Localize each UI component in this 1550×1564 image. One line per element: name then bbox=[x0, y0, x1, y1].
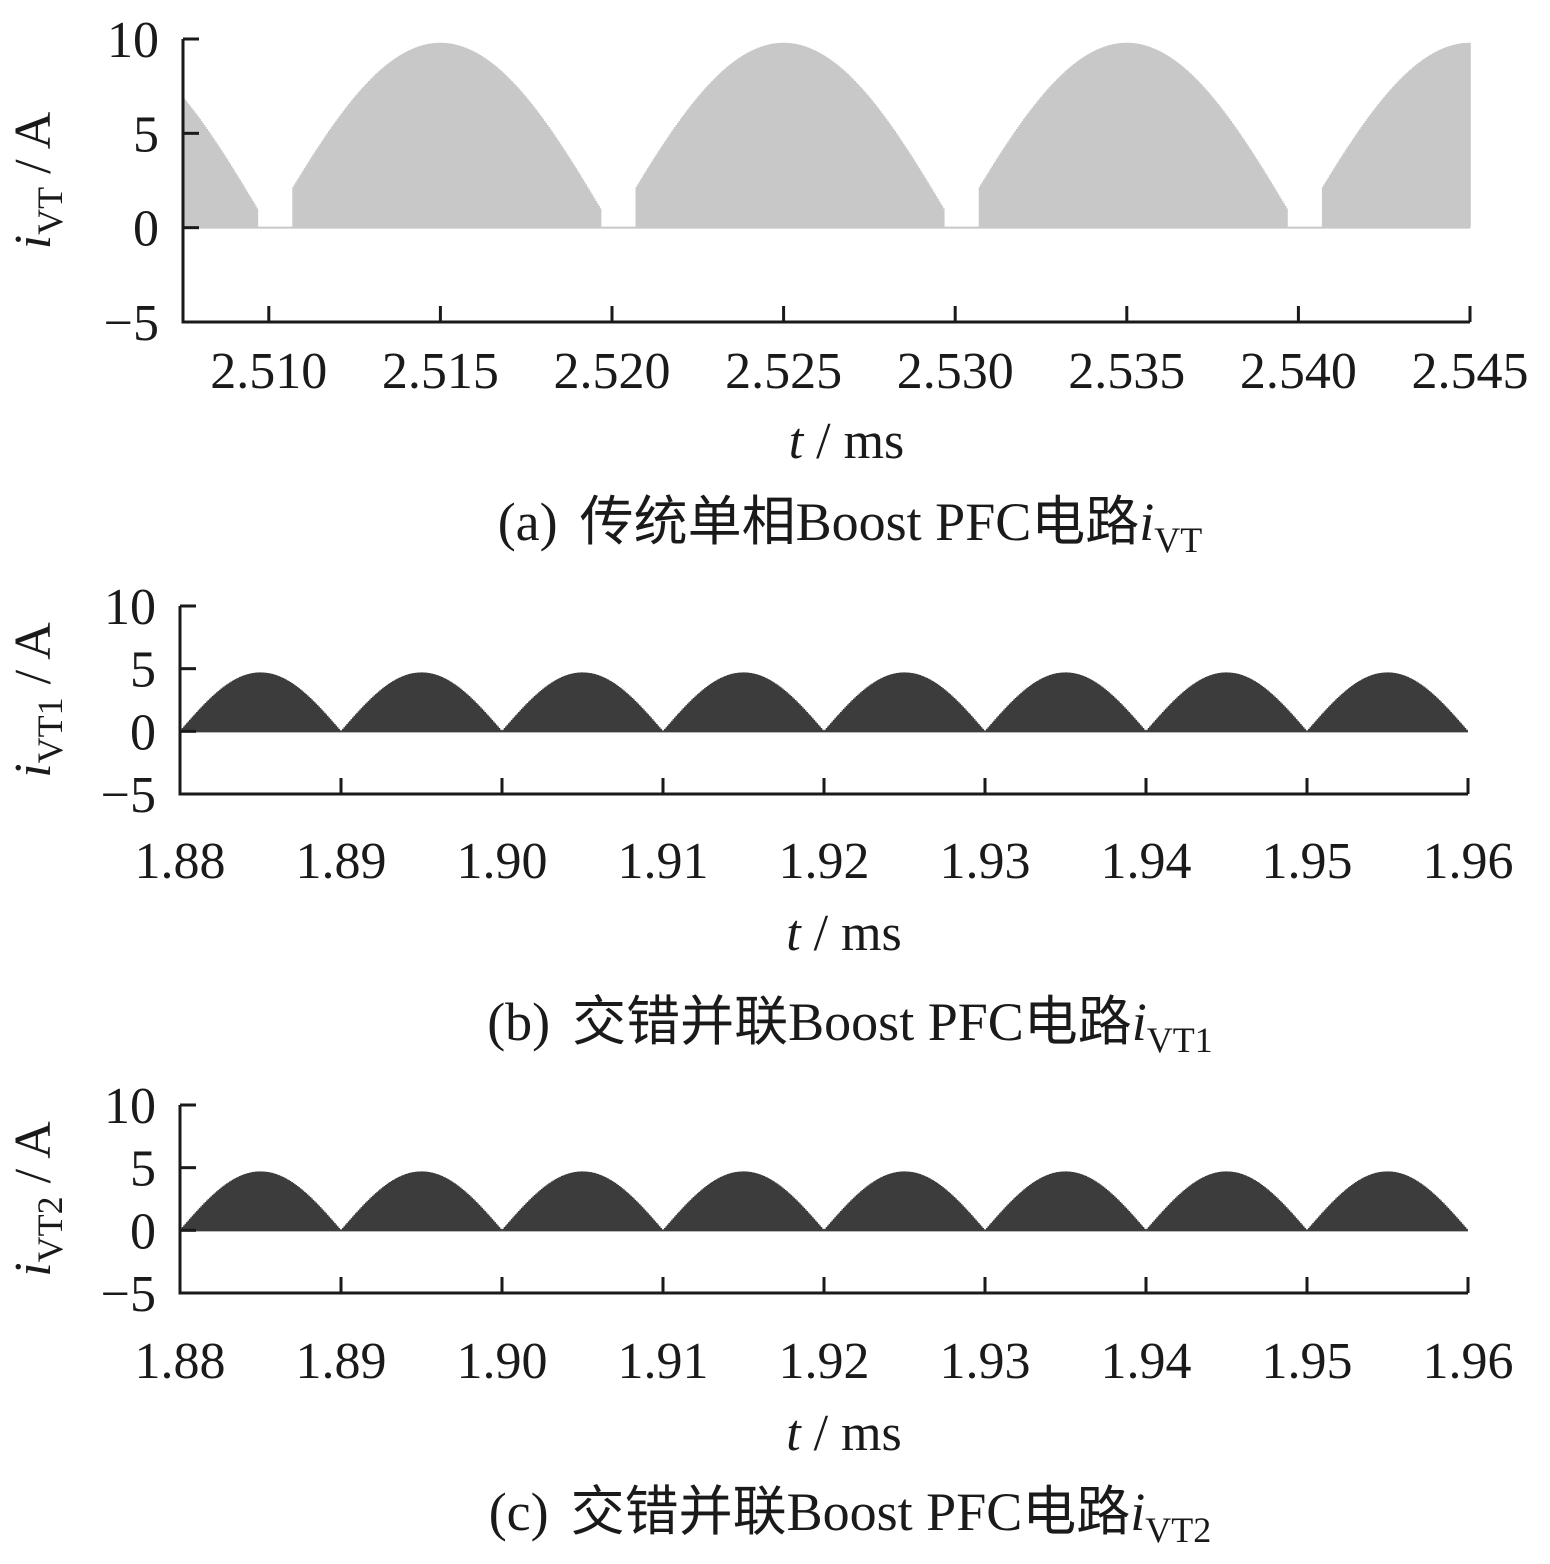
y-tick-label: 0 bbox=[130, 1203, 156, 1260]
y-tick-label: −5 bbox=[104, 295, 159, 352]
panel-caption: (b) 交错并联Boost PFC电路iVT1 bbox=[487, 992, 1213, 1060]
x-tick-label: 2.510 bbox=[210, 343, 327, 400]
x-tick-label: 2.535 bbox=[1068, 343, 1185, 400]
x-tick-label: 1.95 bbox=[1262, 833, 1353, 890]
x-axis-title: t / ms bbox=[789, 413, 905, 470]
x-tick-label: 1.96 bbox=[1423, 833, 1514, 890]
panel-caption: (a) 传统单相Boost PFC电路iVT bbox=[498, 492, 1203, 560]
x-tick-label: 2.520 bbox=[554, 343, 671, 400]
y-tick-label: 5 bbox=[130, 642, 156, 699]
x-tick-label: 1.95 bbox=[1262, 1333, 1353, 1390]
x-tick-label: 1.91 bbox=[618, 833, 709, 890]
x-tick-label: 1.89 bbox=[296, 1333, 387, 1390]
y-tick-label: 10 bbox=[104, 1078, 156, 1135]
x-tick-label: 1.96 bbox=[1423, 1333, 1514, 1390]
x-tick-label: 2.545 bbox=[1412, 343, 1529, 400]
x-tick-label: 1.94 bbox=[1101, 1333, 1192, 1390]
x-axis-title: t / ms bbox=[786, 1405, 902, 1462]
y-tick-label: 10 bbox=[107, 12, 159, 69]
x-tick-label: 1.94 bbox=[1101, 833, 1192, 890]
y-tick-label: 0 bbox=[130, 704, 156, 761]
panel-caption: (c) 交错并联Boost PFC电路iVT2 bbox=[489, 1482, 1212, 1550]
series-waveform bbox=[180, 1171, 1468, 1232]
x-tick-label: 2.540 bbox=[1240, 343, 1357, 400]
y-axis-title: iVT / A bbox=[5, 111, 70, 249]
y-axis-title: iVT1 / A bbox=[5, 622, 70, 778]
x-tick-label: 1.90 bbox=[457, 1333, 548, 1390]
chart-panel-c: −5 05 10 1.88 1.89 1.90 1.91 1.92 1.93 1.94 1.95 1.… bbox=[5, 1078, 1514, 1550]
chart-panel-b: −5 05 10 1.88 1.89 1.90 1.91 1.92 1.93 1.94 1.95 1.… bbox=[5, 579, 1514, 1060]
x-tick-label: 1.92 bbox=[779, 833, 870, 890]
x-tick-label: 1.88 bbox=[135, 1333, 226, 1390]
x-axis-title: t / ms bbox=[786, 905, 902, 962]
x-tick-label: 2.515 bbox=[382, 343, 499, 400]
x-tick-label: 2.525 bbox=[725, 343, 842, 400]
series-waveform bbox=[180, 672, 1468, 733]
y-tick-label: 5 bbox=[133, 106, 159, 163]
x-tick-label: 1.93 bbox=[940, 833, 1031, 890]
series-waveform bbox=[182, 42, 1471, 229]
x-tick-label: 1.89 bbox=[296, 833, 387, 890]
y-tick-label: 5 bbox=[130, 1141, 156, 1198]
y-axis-title: iVT2 / A bbox=[5, 1121, 70, 1277]
y-tick-label: 0 bbox=[133, 201, 159, 258]
x-tick-label: 1.90 bbox=[457, 833, 548, 890]
x-tick-label: 1.92 bbox=[779, 1333, 870, 1390]
x-tick-label: 1.88 bbox=[135, 833, 226, 890]
chart-panel-a: −5 0 5 10 2.510 2.515 2.520 2.525 2.530 2.535 2.54… bbox=[5, 12, 1529, 560]
y-tick-label: −5 bbox=[101, 1266, 156, 1323]
y-tick-label: −5 bbox=[101, 767, 156, 824]
waveform-pulses bbox=[180, 1171, 1468, 1231]
y-tick-label: 10 bbox=[104, 579, 156, 636]
x-tick-label: 1.91 bbox=[618, 1333, 709, 1390]
waveform-pulses bbox=[180, 672, 1468, 732]
waveform-pulses bbox=[182, 42, 1471, 228]
x-tick-label: 2.530 bbox=[897, 343, 1014, 400]
x-tick-label: 1.93 bbox=[940, 1333, 1031, 1390]
